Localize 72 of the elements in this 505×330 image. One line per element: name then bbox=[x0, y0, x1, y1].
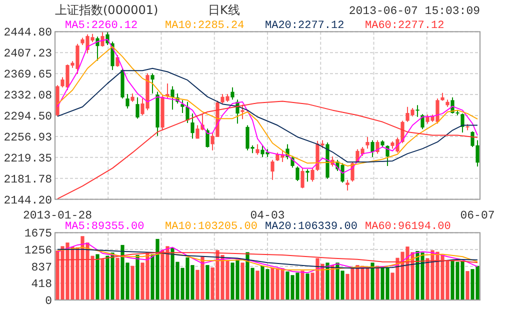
y-tick-label: 0 bbox=[45, 295, 52, 308]
chart-title: 上证指数(000001) bbox=[55, 3, 158, 17]
line-series bbox=[57, 68, 478, 163]
candlestick bbox=[310, 168, 314, 182]
text: MA10:2285.24 bbox=[165, 20, 245, 32]
x-tick-label: 04-03 bbox=[250, 209, 285, 222]
x-tick-label: 06-07 bbox=[460, 209, 495, 222]
bar bbox=[330, 265, 334, 300]
candlestick bbox=[300, 168, 304, 189]
candlestick bbox=[366, 136, 370, 150]
bar bbox=[256, 270, 260, 300]
text: MA60:96194.00 bbox=[365, 221, 451, 234]
text: MA60:2277.12 bbox=[365, 20, 444, 32]
y-tick-label: 2181.78 bbox=[4, 173, 52, 186]
candlestick bbox=[170, 86, 174, 110]
candlestick bbox=[256, 144, 260, 156]
bar bbox=[466, 271, 470, 300]
bar bbox=[96, 254, 100, 300]
bar bbox=[136, 255, 140, 300]
y-tick-label: 2294.50 bbox=[4, 110, 52, 124]
y-tick-label: 1256 bbox=[24, 244, 52, 258]
candlestick bbox=[416, 104, 420, 118]
candlestick bbox=[346, 179, 350, 191]
y-tick-label: 2219.35 bbox=[4, 152, 52, 166]
candlestick bbox=[186, 101, 190, 124]
candlestick bbox=[206, 128, 210, 148]
bar bbox=[116, 258, 120, 300]
bar bbox=[130, 266, 134, 300]
series-label: MA5:2260.12 bbox=[65, 20, 138, 32]
y-tick-label: 837 bbox=[31, 261, 52, 274]
series-label: MA5:89355.00 bbox=[65, 221, 144, 234]
bar bbox=[370, 262, 374, 300]
bar bbox=[240, 262, 244, 300]
y-tick-label: 2256.93 bbox=[4, 131, 52, 144]
candlestick bbox=[270, 159, 274, 180]
candlestick bbox=[96, 36, 100, 62]
bar bbox=[306, 273, 310, 300]
candlestick bbox=[100, 32, 104, 48]
candlestick bbox=[240, 104, 244, 120]
y-tick-label: 418 bbox=[31, 278, 52, 292]
series-label: MA10:103205.00 bbox=[165, 221, 258, 234]
y-tick-label: 2369.65 bbox=[4, 68, 52, 82]
bar bbox=[206, 265, 210, 300]
candlestick bbox=[136, 96, 140, 120]
y-tick-label: 2332.08 bbox=[4, 90, 52, 103]
candlestick bbox=[230, 86, 234, 100]
candlestick bbox=[376, 140, 380, 154]
x-tick-label: 2013-01-28 bbox=[22, 209, 92, 222]
text: 2013-06-07 15:03:09 bbox=[348, 5, 480, 18]
candlestick bbox=[386, 144, 390, 166]
candlestick bbox=[420, 114, 424, 130]
candlestick bbox=[370, 140, 374, 158]
bar bbox=[300, 270, 304, 300]
candlestick bbox=[180, 100, 184, 114]
y-tick-label: 2144.20 bbox=[4, 194, 52, 208]
candlestick bbox=[150, 72, 154, 94]
candlestick bbox=[460, 113, 464, 134]
line-series bbox=[57, 252, 478, 264]
bar bbox=[376, 266, 380, 300]
candlestick bbox=[190, 113, 194, 140]
candlestick bbox=[126, 94, 130, 110]
y-tick-label: 2407.23 bbox=[4, 48, 52, 61]
text: MA20:2277.12 bbox=[265, 20, 344, 32]
bar bbox=[326, 262, 330, 300]
chart-subtitle: 日K线 bbox=[208, 3, 240, 17]
y-tick-label: 1675 bbox=[24, 228, 52, 241]
candlestick bbox=[296, 166, 300, 182]
bar bbox=[100, 259, 104, 300]
candlestick bbox=[306, 168, 310, 182]
y-tick-label: 2444.80 bbox=[4, 26, 52, 40]
line-series bbox=[57, 100, 478, 200]
text: MA20:106339.00 bbox=[265, 221, 358, 234]
